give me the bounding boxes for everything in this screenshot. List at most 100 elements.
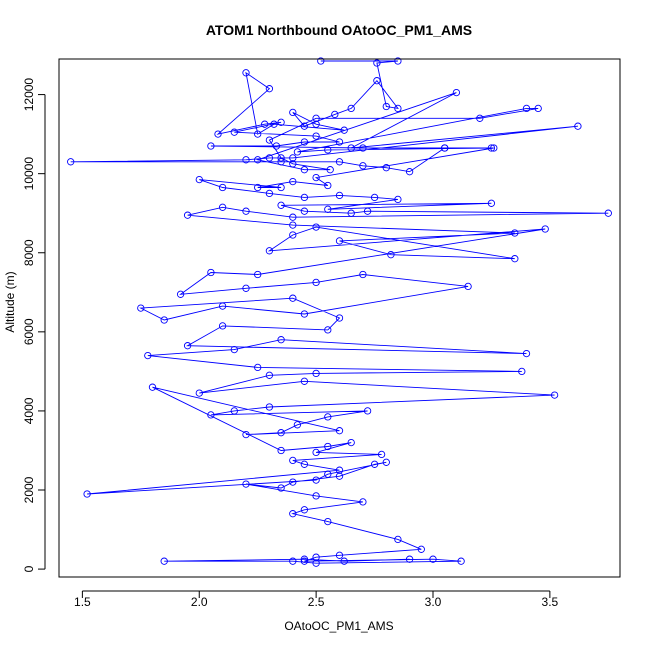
data-point [335,472,344,480]
y-tick-label: 2000 [22,476,36,503]
data-point [277,429,285,437]
data-point [242,430,250,439]
data-point [457,557,465,565]
data-point [300,460,309,468]
data-point [289,177,297,186]
data-point [300,122,309,130]
data-point [312,173,320,182]
data-point [265,371,274,379]
data-point [230,345,238,354]
data-point [289,160,297,168]
data-point [289,557,297,565]
data-point [335,158,344,166]
data-point [312,114,320,122]
data-point [359,270,367,279]
data-point [394,535,402,544]
data-point [522,104,531,113]
data-point [487,144,496,152]
data-point [335,551,344,559]
data-point [464,282,472,291]
data-point [277,118,285,126]
data-point [363,407,372,415]
data-point [207,411,215,419]
y-tick-label: 6000 [22,318,36,345]
data-point [277,484,285,492]
data-series [67,57,612,567]
data-point [324,205,332,213]
chart-title: ATOM1 Northbound OAtoOC_PM1_AMS [206,22,472,38]
data-point [270,120,278,128]
data-point [265,189,274,198]
y-tick-label: 12000 [22,78,36,112]
data-point [370,460,379,468]
data-point [490,144,498,152]
data-point [242,480,250,488]
data-point [324,146,332,154]
data-point [265,136,274,144]
data-point [254,183,262,192]
x-tick-label: 3.0 [425,595,442,609]
data-point [242,207,250,215]
data-point [289,213,297,221]
data-point [300,207,309,215]
data-point [195,389,203,397]
data-point [312,132,320,140]
data-point [452,88,461,97]
data-point [335,427,344,435]
y-axis: 0 2000 4000 6000 8000 10000 12000 [22,78,46,572]
data-point [373,59,381,67]
data-point [429,555,437,563]
data-point [382,164,390,172]
data-point [265,247,274,255]
data-point [265,154,274,162]
data-point [312,448,320,457]
data-point [183,211,192,219]
data-point [230,407,238,415]
data-point [137,304,145,312]
y-tick-label: 8000 [22,239,36,266]
data-point [522,349,531,358]
data-point [300,506,309,514]
x-axis-label: OAtoOC_PM1_AMS [284,619,393,633]
data-point [218,183,227,192]
data-point [261,120,269,128]
data-point [293,421,302,429]
data-point [277,201,285,209]
data-point [230,128,238,136]
data-point [317,57,325,65]
data-point [300,557,309,565]
data-point [441,144,449,152]
data-point [254,363,262,372]
data-point [254,156,262,164]
data-point [242,284,250,292]
data-point [242,156,250,164]
data-point [604,209,612,217]
x-axis: 1.5 2.0 2.5 3.0 3.5 [74,590,559,609]
data-point [218,203,227,211]
data-point [370,193,379,202]
data-point [67,158,75,166]
x-tick-label: 2.5 [308,595,325,609]
data-point [312,120,320,128]
data-point [289,154,297,162]
data-point [207,268,215,277]
data-point [242,69,250,77]
data-point [218,302,227,310]
data-point [347,144,355,152]
data-point [207,142,215,150]
data-point [324,442,332,451]
data-point [373,77,381,85]
data-point [312,476,320,484]
data-point [550,391,559,399]
data-point [289,478,297,486]
data-point [214,130,222,138]
data-point [335,138,344,146]
data-point [534,104,542,113]
data-point [518,367,526,376]
data-point [160,316,168,324]
y-tick-label: 4000 [22,397,36,424]
data-point [289,294,297,302]
data-point [144,351,152,360]
data-point [487,199,496,207]
